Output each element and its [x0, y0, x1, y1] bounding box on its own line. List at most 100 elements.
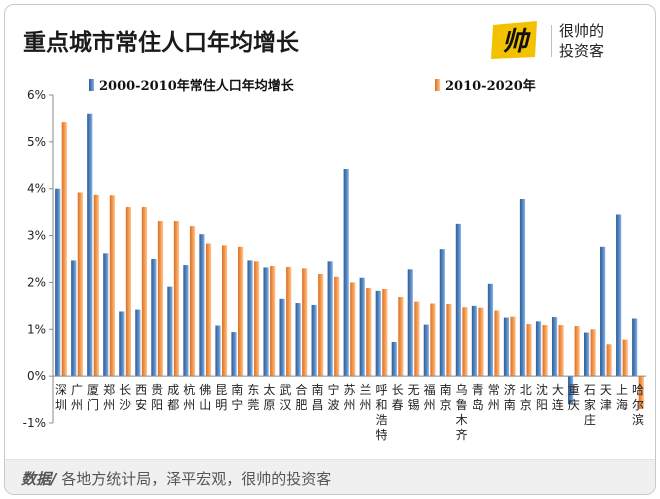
footer: 数据/ 各地方统计局，泽平宏观，很帅的投资客: [5, 459, 655, 494]
legend-item-2010-2020: 2010-2020年: [435, 78, 536, 94]
bar-2010-2020: [173, 221, 180, 377]
bar-2000-2010: [87, 113, 93, 377]
y-tick-label: 3%: [27, 229, 46, 243]
bar-2000-2010: [551, 317, 558, 377]
bar-2000-2010: [55, 188, 61, 377]
bar-2010-2020: [494, 310, 500, 377]
bar-2000-2010: [295, 303, 301, 377]
x-tick-label: 西安: [135, 383, 147, 412]
bar-2000-2010: [600, 246, 606, 377]
x-tick-label: 长春: [392, 383, 404, 412]
bar-2010-2020: [446, 303, 452, 377]
bar-2000-2010: [327, 261, 333, 377]
bar-2000-2010: [71, 260, 77, 377]
x-tick-label: 郑州: [103, 382, 115, 412]
bar-2000-2010: [567, 376, 574, 405]
x-tick-label: 沈阳: [536, 382, 548, 412]
x-tick-label: 济南: [504, 382, 516, 412]
bar-2000-2010: [279, 298, 285, 377]
y-tick-label: 6%: [27, 88, 46, 102]
brand-name: 很帅的 投资客: [559, 21, 604, 61]
legend-swatch: [435, 79, 440, 91]
bar-2010-2020: [318, 273, 324, 377]
bar-2000-2010: [263, 267, 269, 377]
brand-logo-bg: [491, 21, 537, 59]
x-tick-label: 南昌: [311, 382, 323, 412]
x-tick-label: 宁波: [327, 382, 339, 412]
x-tick-label: 成都: [167, 383, 179, 412]
x-tick-label: 兰州: [360, 383, 372, 412]
bar-2010-2020: [558, 325, 564, 377]
bar-2000-2010: [359, 277, 365, 377]
bar-2010-2020: [606, 344, 612, 377]
bar-2010-2020: [157, 221, 164, 377]
bar-2010-2020: [350, 282, 356, 377]
bar-2010-2020: [205, 243, 212, 377]
x-tick-label: 合肥: [295, 382, 307, 412]
legend-item-2000-2010: 2000-2010年常住人口年均增长: [89, 78, 295, 94]
x-tick-label: 佛山: [199, 383, 211, 412]
bar-2000-2010: [103, 253, 109, 377]
bar-2000-2010: [183, 265, 189, 377]
bar-2000-2010: [616, 214, 622, 377]
bar-2010-2020: [61, 122, 67, 377]
bar-2010-2020: [510, 316, 516, 377]
bar-2010-2020: [93, 194, 99, 377]
bar-2010-2020: [141, 206, 148, 377]
bars: [55, 113, 644, 409]
x-tick-label: 苏州: [343, 383, 355, 412]
x-tick-label: 北京: [520, 383, 532, 412]
bar-2000-2010: [167, 286, 173, 377]
footer-text: 数据/ 各地方统计局，泽平宏观，很帅的投资客: [21, 468, 331, 489]
bar-2010-2020: [125, 206, 132, 377]
bar-2010-2020: [109, 195, 115, 377]
x-tick-label: 东莞: [247, 383, 259, 412]
bar-2000-2010: [423, 324, 429, 377]
x-tick-label: 深圳: [55, 383, 67, 412]
footer-label: 数据/: [21, 470, 57, 488]
bar-2000-2010: [632, 318, 638, 377]
x-tick-label: 重庆: [568, 383, 580, 412]
x-tick-label: 无锡: [408, 383, 420, 412]
bar-2000-2010: [231, 332, 237, 377]
bar-2010-2020: [526, 324, 532, 377]
bar-2010-2020: [189, 226, 196, 377]
x-tick-label: 南京: [440, 382, 452, 412]
x-tick-label: 上海: [616, 383, 628, 412]
y-tick-label: 4%: [27, 182, 46, 196]
page-title: 重点城市常住人口年均增长: [23, 30, 299, 56]
bar-2000-2010: [535, 321, 542, 377]
bar-2010-2020: [622, 339, 628, 377]
x-tick-label: 南宁: [231, 382, 243, 412]
x-tick-label: 哈尔滨: [632, 383, 644, 427]
brand-divider: [551, 25, 552, 57]
legend-label: 2010-2020年: [445, 78, 536, 94]
footer-sources: 各地方统计局，泽平宏观，很帅的投资客: [61, 470, 332, 488]
bar-2010-2020: [398, 296, 404, 377]
y-tick-label: 0%: [27, 369, 46, 383]
bar-2010-2020: [430, 303, 436, 377]
bar-2010-2020: [221, 245, 228, 377]
x-tick-label: 太原: [263, 382, 275, 412]
x-tick-label: 福州: [424, 382, 436, 412]
bar-2010-2020: [77, 192, 83, 377]
bar-2000-2010: [311, 304, 317, 377]
bar-chart: 2000-2010年常住人口年均增长 2010-2020年 -1% 0% 1% 2% 3%…: [23, 78, 646, 442]
bar-2010-2020: [366, 288, 372, 377]
y-tick-label: -1%: [23, 416, 46, 430]
bar-2000-2010: [584, 332, 590, 377]
x-tick-label: 常州: [488, 383, 500, 412]
legend-swatch: [89, 79, 94, 91]
brand-line1: 很帅的: [559, 22, 605, 40]
x-tick-label: 武汉: [279, 383, 291, 412]
x-tick-label: 青岛: [472, 383, 484, 412]
x-tick-label: 石家庄: [584, 383, 596, 427]
x-tick-label: 天津: [600, 383, 612, 412]
legend-label: 2000-2010年常住人口年均增长: [99, 78, 295, 94]
bar-2000-2010: [151, 259, 157, 377]
bar-2000-2010: [199, 234, 205, 377]
y-tick-label: 5%: [27, 135, 46, 149]
bar-2000-2010: [471, 305, 478, 377]
bar-2010-2020: [542, 325, 548, 377]
bar-2010-2020: [334, 276, 340, 377]
